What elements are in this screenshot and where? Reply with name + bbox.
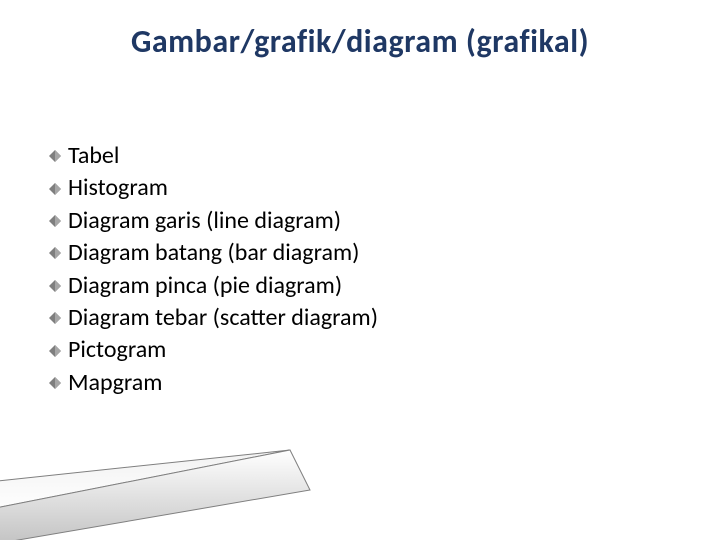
list-item-label: Diagram batang (bar diagram) [68, 237, 359, 269]
diamond-bullet-icon [48, 246, 62, 260]
list-item-label: Tabel [68, 140, 119, 172]
decorative-wedge [0, 430, 320, 540]
diamond-bullet-icon [48, 311, 62, 325]
diamond-bullet-icon [48, 279, 62, 293]
diamond-bullet-icon [48, 344, 62, 358]
list-item: Mapgram [48, 367, 378, 399]
list-item: Diagram batang (bar diagram) [48, 237, 378, 269]
list-item: Tabel [48, 140, 378, 172]
diamond-bullet-icon [48, 149, 62, 163]
wedge-top-shape [0, 450, 290, 515]
list-item: Diagram garis (line diagram) [48, 205, 378, 237]
diamond-bullet-icon [48, 376, 62, 390]
diamond-bullet-icon [48, 214, 62, 228]
list-item: Diagram tebar (scatter diagram) [48, 302, 378, 334]
slide-title: Gambar/grafik/diagram (grafikal) [0, 22, 720, 61]
list-item-label: Diagram tebar (scatter diagram) [68, 302, 378, 334]
list-item-label: Histogram [68, 172, 168, 204]
list-item-label: Diagram pinca (pie diagram) [68, 270, 342, 302]
list-item: Pictogram [48, 334, 378, 366]
wedge-bottom-shape [0, 450, 310, 540]
slide: Gambar/grafik/diagram (grafikal) TabelHi… [0, 0, 720, 540]
list-item: Diagram pinca (pie diagram) [48, 270, 378, 302]
list-item-label: Diagram garis (line diagram) [68, 205, 341, 237]
list-item-label: Pictogram [68, 334, 166, 366]
list-item: Histogram [48, 172, 378, 204]
list-item-label: Mapgram [68, 367, 162, 399]
diamond-bullet-icon [48, 182, 62, 196]
bullet-list: TabelHistogramDiagram garis (line diagra… [48, 140, 378, 399]
